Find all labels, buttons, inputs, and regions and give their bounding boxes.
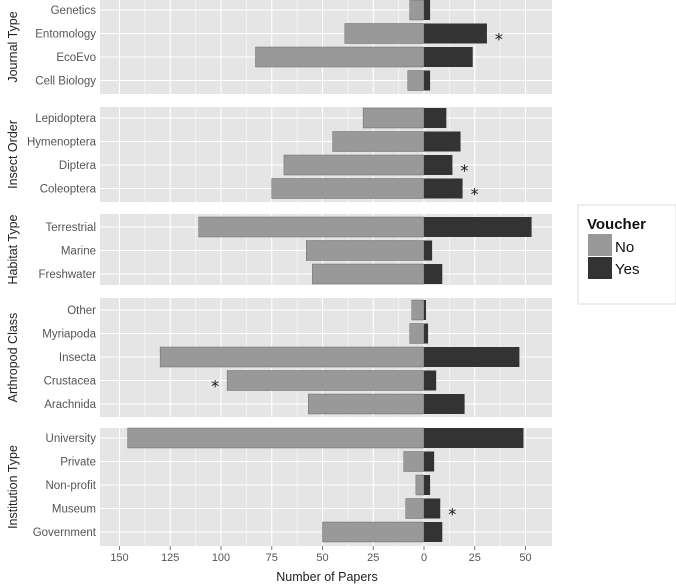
bar-yes bbox=[424, 70, 431, 91]
x-axis-title: Number of Papers bbox=[276, 570, 377, 584]
significance-star: * bbox=[460, 161, 468, 180]
legend-swatch-yes bbox=[588, 257, 612, 279]
bar-yes bbox=[424, 451, 435, 472]
significance-star: * bbox=[448, 505, 456, 524]
x-axis: 150 125 100 75 50 25 0 25 50 bbox=[110, 546, 532, 564]
bar-no bbox=[255, 46, 425, 68]
bar-yes bbox=[424, 0, 431, 20]
facet-label: Habitat Type bbox=[6, 214, 20, 284]
facet-label: Journal Type bbox=[6, 11, 20, 82]
legend: Voucher No Yes bbox=[577, 204, 676, 305]
bar-yes bbox=[424, 178, 463, 199]
facet-label: Insect Order bbox=[6, 120, 20, 189]
facet-strip bbox=[0, 0, 100, 94]
legend-label-yes: Yes bbox=[615, 261, 639, 278]
bar-no bbox=[409, 0, 425, 21]
facet-strip bbox=[0, 214, 100, 285]
category-label: Hymenoptera bbox=[27, 137, 97, 149]
bar-no bbox=[407, 70, 425, 91]
category-label: Coleoptera bbox=[40, 184, 97, 196]
legend-label-no: No bbox=[615, 239, 634, 256]
bar-no bbox=[411, 299, 425, 321]
category-label: Other bbox=[67, 305, 96, 317]
legend-title: Voucher bbox=[587, 216, 646, 233]
x-tick-label: 50 bbox=[519, 552, 531, 564]
category-label: Private bbox=[60, 457, 96, 469]
bar-no bbox=[405, 498, 425, 519]
bars bbox=[127, 0, 532, 543]
bar-no bbox=[403, 451, 425, 472]
x-tick-label: 125 bbox=[161, 552, 179, 564]
bar-no bbox=[198, 216, 425, 238]
bar-no bbox=[127, 427, 425, 449]
x-tick-label: 0 bbox=[421, 552, 427, 564]
facet-strip bbox=[0, 298, 100, 417]
bar-yes bbox=[424, 394, 465, 414]
category-label: Museum bbox=[52, 504, 96, 516]
category-label: Insecta bbox=[59, 352, 97, 364]
significance-star: * bbox=[471, 185, 479, 204]
bar-no bbox=[308, 393, 425, 415]
bar-no bbox=[344, 23, 425, 44]
bar-no bbox=[362, 107, 425, 129]
category-label: Entomology bbox=[35, 29, 96, 41]
significance-star: * bbox=[211, 377, 219, 396]
category-label: Cell Biology bbox=[35, 76, 96, 88]
facet-label: Arthropod Class bbox=[6, 313, 20, 403]
category-label: Myriapoda bbox=[42, 329, 96, 341]
bar-yes bbox=[424, 347, 520, 367]
bar-yes bbox=[424, 475, 431, 495]
x-tick-label: 25 bbox=[469, 552, 481, 564]
category-label: Freshwater bbox=[38, 269, 96, 281]
legend-swatch-no bbox=[588, 234, 612, 256]
bar-no bbox=[409, 323, 425, 344]
facet-strip bbox=[0, 428, 100, 546]
bar-no bbox=[283, 154, 425, 176]
category-labels: Genetics Entomology * EcoEvo Cell Biology Lep… bbox=[27, 5, 503, 539]
facet-labels: Journal Type Insect Order Habitat Type Arth… bbox=[6, 11, 20, 529]
bar-yes bbox=[424, 47, 473, 67]
bar-yes bbox=[424, 370, 437, 391]
category-label: EcoEvo bbox=[56, 52, 96, 64]
bar-yes bbox=[424, 155, 453, 175]
x-tick-label: 75 bbox=[266, 552, 278, 564]
category-label: Genetics bbox=[51, 5, 97, 17]
facet-label: Institution Type bbox=[6, 445, 20, 529]
bar-yes bbox=[424, 240, 433, 261]
bar-yes bbox=[424, 428, 524, 448]
bar-no bbox=[332, 131, 425, 152]
category-label: Crustacea bbox=[44, 376, 97, 388]
bar-yes bbox=[424, 300, 427, 320]
x-tick-label: 50 bbox=[316, 552, 328, 564]
bar-no bbox=[415, 474, 425, 496]
bar-yes bbox=[424, 323, 429, 344]
bar-no bbox=[159, 346, 425, 368]
bar-no bbox=[312, 263, 425, 285]
bar-no bbox=[306, 240, 425, 261]
bar-yes bbox=[424, 108, 447, 128]
bar-yes bbox=[424, 498, 441, 519]
bar-yes bbox=[424, 131, 461, 152]
category-label: Marine bbox=[61, 246, 96, 258]
bar-no bbox=[271, 178, 425, 199]
category-label: Government bbox=[33, 527, 97, 539]
category-label: Non-profit bbox=[46, 480, 97, 492]
bar-yes bbox=[424, 217, 532, 237]
facet-strip bbox=[0, 107, 100, 202]
bar-no bbox=[322, 521, 425, 543]
bar-no bbox=[226, 370, 425, 391]
bar-yes bbox=[424, 264, 443, 284]
category-label: Lepidoptera bbox=[35, 113, 96, 125]
category-label: Diptera bbox=[59, 160, 97, 172]
bar-yes bbox=[424, 23, 487, 44]
significance-star: * bbox=[495, 30, 503, 49]
bar-yes bbox=[424, 522, 443, 542]
category-label: Terrestrial bbox=[46, 222, 96, 234]
category-label: University bbox=[46, 433, 97, 445]
x-tick-label: 100 bbox=[212, 552, 230, 564]
x-tick-label: 25 bbox=[367, 552, 379, 564]
category-label: Arachnida bbox=[44, 399, 96, 411]
x-tick-label: 150 bbox=[110, 552, 128, 564]
